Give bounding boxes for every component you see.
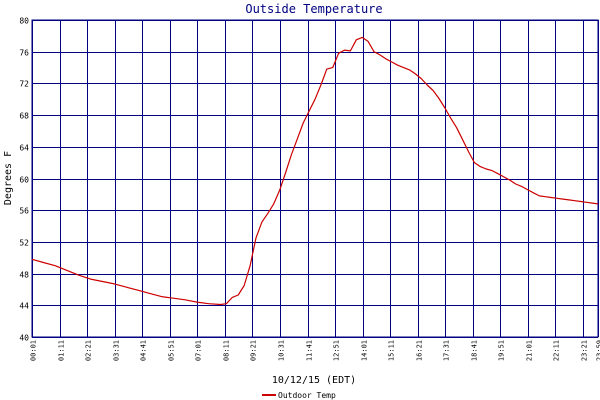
y-tick-label: 44 [19,302,29,311]
chart-title: Outside Temperature [245,2,382,16]
y-tick-label: 64 [19,144,29,153]
x-axis-label: 10/12/15 (EDT) [272,375,356,386]
y-tick-label: 56 [19,207,29,216]
x-tick-label: 18:41 [471,340,479,361]
series-line-outdoor-temp [31,36,599,306]
x-tick-label: 17:31 [443,340,451,361]
x-tick-label: 12:51 [333,340,341,361]
y-axis-label: Degrees F [3,151,14,205]
legend: Outdoor Temp [262,391,336,400]
x-tick-label: 07:01 [195,340,203,361]
y-tick-label: 52 [19,239,29,248]
x-tick-label: 23:21 [581,340,589,361]
x-tick-label: 14:01 [361,340,369,361]
y-tick-label: 72 [19,80,29,89]
x-tick-label: 21:01 [526,340,534,361]
legend-label-outdoor-temp: Outdoor Temp [278,391,336,400]
y-tick-label: 60 [19,176,29,185]
y-tick-label: 68 [19,112,29,121]
y-tick-label: 40 [19,334,29,343]
x-tick-label: 09:21 [250,340,258,361]
x-tick-label: 08:11 [223,340,231,361]
plot-area [31,19,599,338]
x-tick-label: 23:59 [596,340,600,361]
x-tick-label: 15:11 [388,340,396,361]
x-tick-label: 11:41 [306,340,314,361]
y-tick-label: 48 [19,271,29,280]
x-tick-label: 05:51 [168,340,176,361]
x-tick-label: 22:11 [553,340,561,361]
x-tick-label: 04:41 [140,340,148,361]
x-tick-label: 19:51 [498,340,506,361]
x-tick-label: 10:31 [278,340,286,361]
y-tick-label: 76 [19,49,29,58]
x-tick-label: 02:21 [85,340,93,361]
x-tick-label: 03:31 [113,340,121,361]
x-tick-label: 00:01 [30,340,38,361]
x-tick-label: 01:11 [58,340,66,361]
y-tick-label: 80 [19,17,29,26]
x-tick-label: 16:21 [416,340,424,361]
